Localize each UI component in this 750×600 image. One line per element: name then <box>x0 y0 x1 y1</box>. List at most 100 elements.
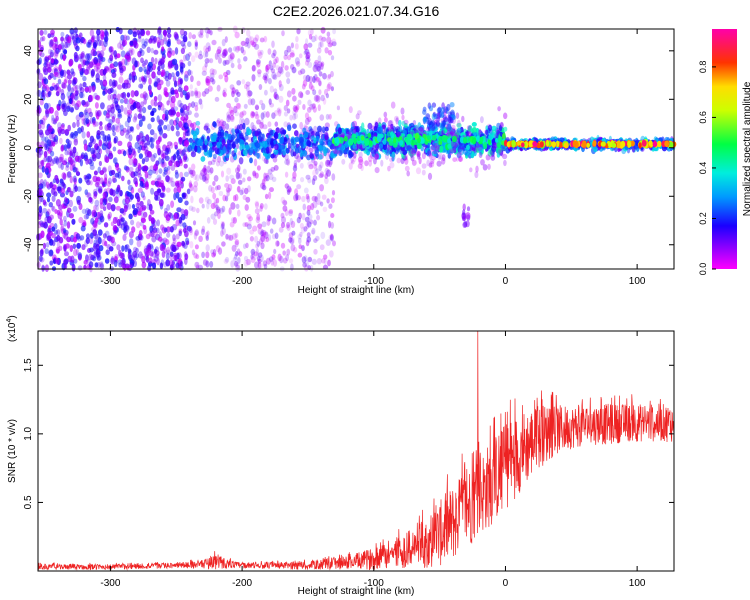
spectrogram-point <box>237 209 241 217</box>
spectrogram-point <box>106 109 110 115</box>
spectrogram-point <box>66 36 72 44</box>
spectrogram-point <box>201 70 207 76</box>
spectrogram-point <box>93 193 97 199</box>
spectrogram-point <box>55 47 60 55</box>
spectrogram-point <box>97 236 102 245</box>
spectrogram-point <box>98 261 102 268</box>
spectrogram-point <box>120 92 125 98</box>
spectrogram-point <box>149 137 155 143</box>
spectrogram-point <box>156 115 160 123</box>
spectrogram-point <box>270 259 274 266</box>
spectrogram-point <box>198 98 203 105</box>
spectrogram-point <box>447 138 451 144</box>
spectrogram-point <box>262 179 267 186</box>
spectrogram-point <box>113 61 119 68</box>
spectrogram-point <box>42 91 46 99</box>
spectrogram-point <box>273 248 277 255</box>
spectrogram-point <box>66 171 71 179</box>
spectrogram-point <box>69 244 74 253</box>
spectrogram-point <box>143 98 147 105</box>
spectrogram-point <box>118 76 124 84</box>
spectrogram-point <box>123 204 128 213</box>
spectrogram-point <box>322 72 327 80</box>
spectrogram-point <box>49 86 54 91</box>
spectrogram-point <box>291 237 295 244</box>
spectrogram-point <box>120 50 126 58</box>
spectrogram-point <box>67 70 71 77</box>
spectrogram-point <box>136 195 141 203</box>
spectrogram-point <box>123 227 129 236</box>
spectrogram-point <box>62 160 67 166</box>
spectrogram-point <box>121 210 126 216</box>
spectrogram-point <box>158 157 162 165</box>
spectrogram-point <box>48 202 53 208</box>
spectrogram-point <box>82 75 87 82</box>
spectrogram-point <box>179 171 184 179</box>
spectrogram-point <box>239 189 244 196</box>
spectrogram-point <box>150 217 156 224</box>
spectrogram-point <box>46 208 51 215</box>
spectrogram-point <box>90 48 96 57</box>
spectrogram-point <box>451 148 456 153</box>
spectrogram-point <box>280 60 285 69</box>
spectrogram-point <box>128 158 134 166</box>
spectrogram-point <box>84 111 90 120</box>
spectrogram-point <box>297 252 303 258</box>
spectrogram-point <box>232 256 238 263</box>
spectrogram-point <box>91 35 95 41</box>
spectrogram-point <box>108 140 112 149</box>
spectrogram-point <box>46 145 50 152</box>
spectrogram-point <box>63 79 67 85</box>
spectrogram-point <box>55 115 59 121</box>
spectrogram-point <box>157 40 161 48</box>
spectrogram-point <box>218 207 224 214</box>
spectrogram-point <box>62 54 66 62</box>
spectrogram-point <box>263 263 268 270</box>
spectrogram-point <box>304 112 310 120</box>
spectrogram-point <box>250 248 256 255</box>
spectrogram-point <box>152 220 158 228</box>
spectrogram-point <box>173 161 179 168</box>
spectrogram-point <box>497 135 502 143</box>
spectrogram-point <box>192 220 197 226</box>
spectrogram-point <box>248 216 253 222</box>
spectrogram-point <box>159 58 165 65</box>
spectrogram-point <box>242 177 246 183</box>
spectrogram-point <box>174 254 178 262</box>
spectrogram-point <box>324 126 329 132</box>
spectrogram-point <box>421 152 426 160</box>
spectrogram-point <box>206 217 211 224</box>
spectrogram-point <box>161 244 166 251</box>
spectrogram-point <box>257 51 263 59</box>
spectrogram-point <box>187 110 192 116</box>
spectrogram-point <box>260 242 265 250</box>
spectrogram-point <box>337 127 342 132</box>
spectrogram-point <box>39 119 44 125</box>
spectrogram-point <box>254 200 260 207</box>
spectrogram-point <box>205 260 210 268</box>
spectrogram-point <box>447 143 452 149</box>
spectrogram-point <box>161 46 165 52</box>
spectrogram-point <box>306 209 311 216</box>
spectrogram-point <box>56 229 61 236</box>
spectrogram-point <box>405 138 411 144</box>
spectrogram-point <box>210 249 215 255</box>
spectrogram-point <box>488 134 494 141</box>
spectrogram-point <box>66 171 72 178</box>
spectrogram-point <box>153 190 159 197</box>
spectrogram-point <box>208 150 213 158</box>
spectrogram-point <box>206 165 211 173</box>
spectrogram-point <box>142 224 147 230</box>
spectrogram-point <box>155 36 161 44</box>
spectrogram-point <box>172 237 177 244</box>
spectrogram-point <box>480 116 484 124</box>
spectrogram-point <box>259 230 265 237</box>
spectrogram-point <box>122 150 127 157</box>
spectrogram-point <box>312 162 317 169</box>
spectrogram-point <box>195 120 201 126</box>
spectrogram-point <box>69 27 75 35</box>
spectrogram-point <box>274 143 279 151</box>
spectrogram-point <box>144 92 149 101</box>
spectrogram-point <box>133 150 137 158</box>
spectrogram-point <box>64 251 69 257</box>
